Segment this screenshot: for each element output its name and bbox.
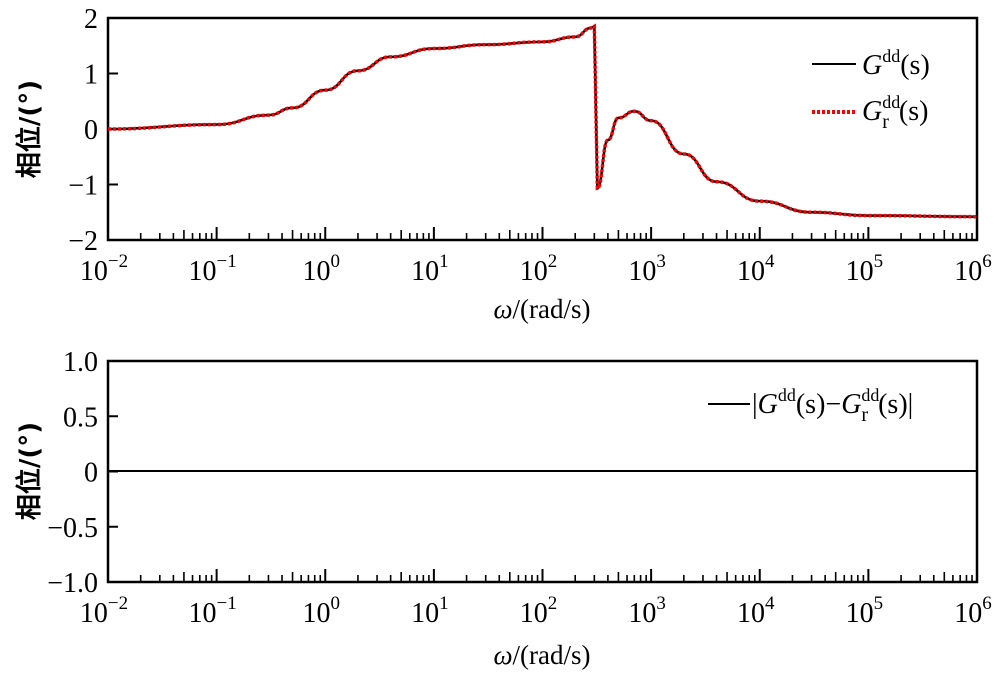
bottom-legend: |Gdd(s)−Gdd r (s)|: [708, 385, 913, 426]
y-tick-label: 1: [84, 60, 98, 91]
bottom-x-tick-labels: 10−2 10−1 100 101 102 103 104 105 106: [80, 593, 992, 629]
x-tick-label: 105: [846, 593, 884, 629]
x-tick-label: 102: [520, 251, 558, 287]
top-legend: Gdd(s) Gdd r (s): [812, 46, 930, 133]
y-tick-label: −1: [68, 171, 98, 202]
x-tick-label: 104: [737, 251, 775, 287]
x-tick-label: 101: [411, 251, 449, 287]
bottom-y-axis-label: 相位/(°): [14, 422, 45, 520]
top-y-axis-label: 相位/(°): [14, 80, 45, 178]
x-tick-label: 102: [520, 593, 558, 629]
x-tick-label: 100: [303, 593, 341, 629]
y-tick-label: 0.5: [63, 402, 98, 433]
legend-difference-label: |Gdd(s)−Gdd r (s)|: [752, 385, 913, 426]
top-phase-plot: 10−2 10−1 100 101 102 103 104 105 106 210−1−2 Gd…: [14, 4, 992, 324]
series-grdd-dotted-line: [107, 23, 978, 219]
top-x-ticks: [107, 227, 973, 240]
x-tick-label: 10−2: [80, 251, 128, 287]
top-y-tick-labels: 2 1 0 −1 −2: [68, 4, 98, 257]
y-tick-label: 0: [84, 458, 98, 489]
x-tick-label: 100: [303, 251, 341, 287]
x-tick-label: 106: [954, 593, 992, 629]
x-tick-label: 105: [846, 251, 884, 287]
y-tick-label: 0: [84, 115, 98, 146]
y-tick-label: 1.0: [63, 347, 98, 378]
x-tick-label: 10−2: [80, 593, 128, 629]
y-tick-label: −0.5: [47, 513, 98, 544]
x-tick-label: 103: [628, 593, 666, 629]
top-x-tick-labels: 10−2 10−1 100 101 102 103 104 105 106: [80, 251, 992, 287]
legend-grdd-label: Gdd r (s): [862, 92, 928, 133]
bottom-x-axis-label: ω/(rad/s): [493, 640, 590, 670]
x-tick-label: 10−1: [189, 593, 237, 629]
y-tick-label: 2: [84, 4, 98, 35]
y-tick-label: −1.0: [47, 568, 98, 599]
y-tick-label: −2: [68, 226, 98, 257]
x-tick-label: 104: [737, 593, 775, 629]
x-tick-label: 10−1: [189, 251, 237, 287]
x-tick-label: 101: [411, 593, 449, 629]
bottom-difference-plot: 10−2 10−1 100 101 102 103 104 105 106 1.0 0.5 0 −0.…: [14, 347, 992, 670]
top-plot-frame: [106, 16, 979, 242]
x-tick-label: 106: [954, 251, 992, 287]
x-tick-label: 103: [628, 251, 666, 287]
bottom-y-tick-labels: 1.0 0.5 0 −0.5 −1.0: [47, 347, 98, 599]
legend-gdd-label: Gdd(s): [862, 46, 930, 81]
top-x-axis-label: ω/(rad/s): [493, 294, 590, 324]
bottom-x-ticks: [107, 569, 973, 582]
